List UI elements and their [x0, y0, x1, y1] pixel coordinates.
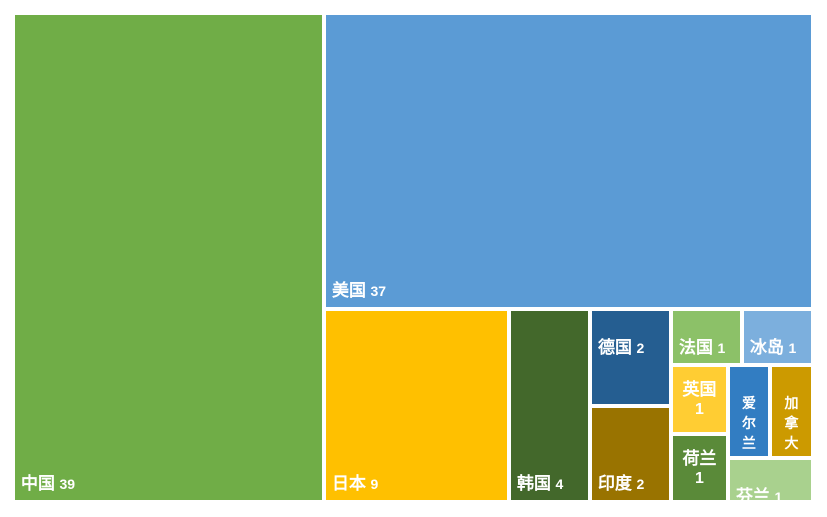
- tile-value: 1: [774, 489, 783, 502]
- tile-value: 2: [636, 476, 645, 492]
- tile-value: 37: [370, 283, 387, 299]
- tile-label: 爱尔兰1: [730, 393, 768, 456]
- tile-name: 加拿大: [784, 395, 799, 451]
- tile-value: 1: [717, 340, 726, 356]
- tile-name: 德国: [598, 338, 632, 357]
- treemap-tile: 法国 1: [671, 309, 742, 365]
- tile-label: 加拿大1: [772, 393, 811, 456]
- tile-value: 1: [695, 401, 704, 419]
- tile-name: 芬兰: [736, 487, 770, 502]
- treemap-tile: 冰岛 1: [742, 309, 813, 365]
- tile-label: 韩国 4: [517, 473, 563, 495]
- tile-label: 德国 2: [598, 337, 644, 359]
- tile-name: 荷兰: [682, 449, 717, 468]
- tile-value: 39: [59, 476, 76, 492]
- tile-label: 法国 1: [679, 337, 725, 359]
- tile-value: 1: [695, 470, 704, 488]
- treemap-tile: 日本 9: [324, 309, 509, 502]
- tile-name: 日本: [332, 474, 366, 493]
- treemap-tile: 芬兰 1: [728, 458, 813, 502]
- tile-value: 9: [370, 476, 379, 492]
- tile-name: 英国: [682, 380, 717, 399]
- tile-value: 4: [555, 476, 564, 492]
- treemap-tile: 英国 1: [671, 365, 728, 434]
- treemap-tile: 爱尔兰1: [728, 365, 770, 458]
- tile-name: 法国: [679, 338, 713, 357]
- tile-label: 荷兰 1: [673, 448, 726, 489]
- tile-name: 美国: [332, 281, 366, 300]
- tile-value: 2: [636, 340, 645, 356]
- treemap-tile: 加拿大1: [770, 365, 813, 458]
- tile-name: 中国: [21, 474, 55, 493]
- treemap-tile: 印度 2: [590, 406, 671, 502]
- tile-name: 冰岛: [750, 338, 784, 357]
- tile-label: 日本 9: [332, 473, 378, 495]
- tile-name: 印度: [598, 474, 632, 493]
- tile-value: 1: [788, 340, 797, 356]
- tile-label: 美国 37: [332, 280, 386, 302]
- tile-label: 印度 2: [598, 473, 644, 495]
- treemap-tile: 德国 2: [590, 309, 671, 406]
- treemap-tile: 中国 39: [13, 13, 324, 502]
- tile-label: 冰岛 1: [750, 337, 796, 359]
- treemap-tile: 韩国 4: [509, 309, 590, 502]
- tile-label: 中国 39: [21, 473, 75, 495]
- tile-label: 英国 1: [673, 379, 726, 420]
- tile-name: 韩国: [517, 474, 551, 493]
- treemap-tile: 荷兰 1: [671, 434, 728, 502]
- tile-label: 芬兰 1: [736, 486, 783, 502]
- tile-name: 爱尔兰: [742, 395, 756, 451]
- treemap-tile: 美国 37: [324, 13, 813, 309]
